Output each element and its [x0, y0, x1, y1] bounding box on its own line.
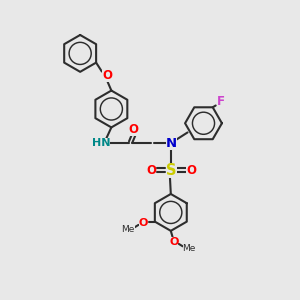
- Text: O: O: [102, 69, 112, 82]
- Text: F: F: [217, 95, 225, 108]
- Text: O: O: [139, 218, 148, 228]
- Text: O: O: [146, 164, 157, 177]
- Text: O: O: [129, 123, 139, 136]
- Text: HN: HN: [92, 139, 110, 148]
- Text: Me: Me: [122, 225, 135, 234]
- Text: O: O: [169, 237, 178, 247]
- Text: S: S: [166, 163, 177, 178]
- Text: N: N: [166, 137, 177, 150]
- Text: O: O: [186, 164, 196, 177]
- Text: Me: Me: [182, 244, 196, 253]
